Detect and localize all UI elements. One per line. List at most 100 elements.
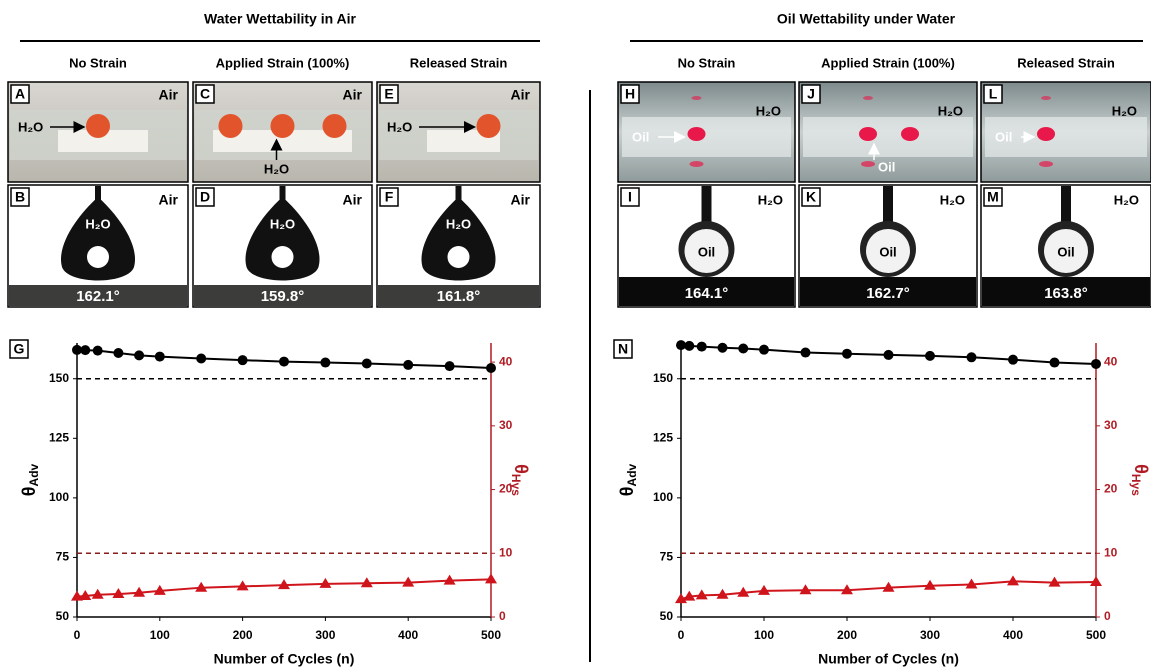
y-axis-label-sub: Adv [27,463,41,486]
data-point [738,343,748,353]
section-title: Water Wettability in Air [204,11,356,27]
y2-axis-label-sub: Hys [509,474,523,496]
figure: Water Wettability in AirNo StrainH₂OAirA… [0,0,1151,669]
panel-letter: G [14,341,25,357]
data-point [884,350,894,360]
y2-tick-label: 10 [499,545,513,559]
oil-drop [688,127,706,141]
data-point [1091,359,1101,369]
data-point [759,345,769,355]
data-point [445,361,455,371]
contact-angle: 164.1° [685,285,729,302]
y-axis-label: θAdv [19,463,41,496]
data-point [196,353,206,363]
panel-letter: C [200,86,210,102]
x-axis-label: Number of Cycles (n) [214,651,355,667]
panel-letter: N [618,341,628,357]
contact-angle: 163.8° [1044,285,1088,302]
data-point [80,345,90,355]
y-tick-label: 150 [653,371,673,385]
callout: Oil [878,159,895,174]
drop-label: H₂O [270,216,295,231]
y2-tick-label: 10 [1104,545,1118,559]
x-tick-label: 500 [1086,628,1106,642]
droplet-highlight [448,246,470,268]
x-tick-label: 500 [481,628,501,642]
drop-label: H₂O [85,216,110,231]
drop-label: Oil [879,244,896,259]
data-point [238,355,248,365]
x-tick-label: 100 [754,628,774,642]
medium-label: H₂O [1112,103,1137,118]
y2-tick-label: 30 [499,418,513,432]
x-tick-label: 200 [837,628,857,642]
column-title: Released Strain [1017,55,1115,70]
medium-label: Air [511,192,531,208]
oil-reflection [692,96,702,100]
column-title: Applied Strain (100%) [216,55,350,70]
y2-axis-label: θHys [509,464,531,496]
y-tick-label: 150 [49,371,69,385]
y2-tick-label: 0 [499,609,506,623]
data-point [485,573,497,583]
medium-label: Air [511,87,531,103]
medium-label: H₂O [758,192,783,207]
panel-letter: H [625,86,635,102]
y-axis-label-symbol: θ [617,486,637,496]
data-point [113,348,123,358]
needle [883,186,893,222]
contact-angle: 161.8° [437,288,481,305]
medium-label: H₂O [756,103,781,118]
medium-label: H₂O [940,192,965,207]
panel-letter: A [15,86,25,102]
contact-angle: 162.7° [866,285,910,302]
column-title: Released Strain [410,55,508,70]
y2-tick-label: 40 [499,354,513,368]
data-point [279,357,289,367]
data-point [403,360,413,370]
y2-axis-label-symbol: θ [1131,464,1151,474]
x-tick-label: 300 [920,628,940,642]
y-tick-label: 75 [660,550,674,564]
y-axis-label-sub: Adv [625,463,639,486]
oil-drop [1037,127,1055,141]
y2-axis-label: θHys [1129,464,1151,496]
y2-tick-label: 30 [1104,418,1118,432]
data-point [155,352,165,362]
data-point [1090,576,1102,586]
y-tick-label: 100 [49,490,69,504]
contact-angle: 162.1° [76,288,120,305]
panel-letter: L [989,86,998,102]
panel-letter: F [385,189,394,205]
droplet [86,114,110,138]
tank-glass [803,117,973,157]
data-point [801,348,811,358]
x-axis-label: Number of Cycles (n) [818,651,959,667]
drop-label: Oil [698,244,715,259]
droplet [477,114,501,138]
y2-tick-label: 0 [1104,609,1111,623]
needle [702,186,712,222]
data-point [134,350,144,360]
x-tick-label: 400 [1003,628,1023,642]
oil-reflection [863,96,873,100]
column-title: Applied Strain (100%) [821,55,955,70]
y-tick-label: 50 [56,609,70,623]
data-point [800,584,812,594]
callout: H₂O [18,119,43,134]
x-tick-label: 300 [315,628,335,642]
y2-axis-label-symbol: θ [511,464,531,474]
oil-reflection [1039,161,1053,167]
data-point [1008,355,1018,365]
data-point [842,349,852,359]
data-point [684,341,694,351]
data-point [718,343,728,353]
x-tick-label: 200 [233,628,253,642]
panel-letter: D [200,189,210,205]
x-tick-label: 0 [74,628,81,642]
data-point [486,363,496,373]
drop-label: Oil [1057,244,1074,259]
medium-label: H₂O [938,103,963,118]
medium-label: Air [159,192,179,208]
droplet-highlight [272,246,294,268]
